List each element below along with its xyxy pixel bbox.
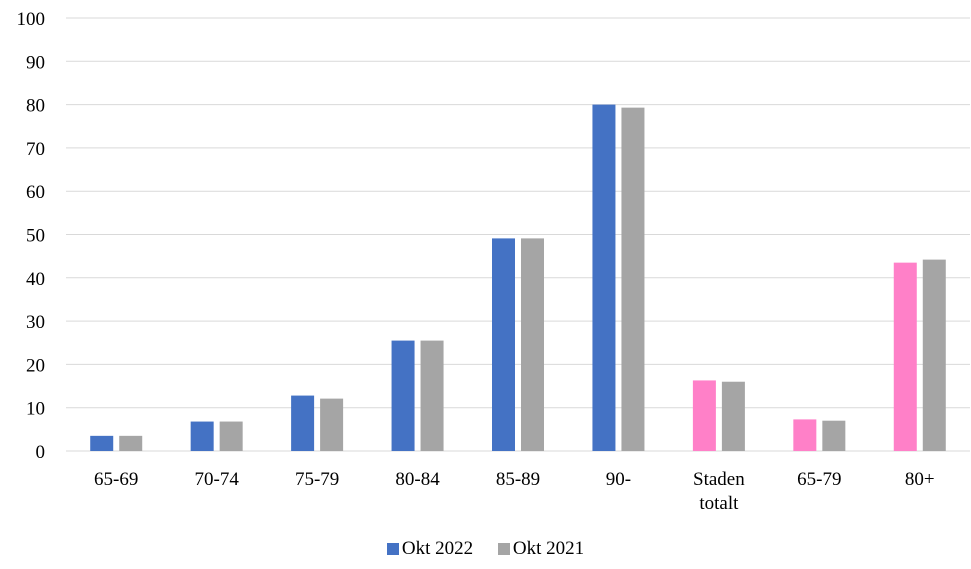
- bars: [90, 104, 946, 452]
- legend: Okt 2022 Okt 2021: [0, 538, 971, 561]
- bar-okt-2021: [219, 421, 243, 451]
- y-tick-label: 100: [17, 9, 46, 30]
- y-tick-label: 0: [36, 442, 46, 463]
- x-category-label: 80-84: [395, 469, 440, 490]
- bar-okt-2021: [621, 107, 645, 452]
- y-tick-label: 90: [26, 52, 45, 73]
- y-tick-label: 40: [26, 269, 45, 290]
- x-category-label: Staden: [693, 469, 745, 490]
- bar-okt-2021: [420, 340, 444, 451]
- x-category-label: 80+: [905, 469, 935, 490]
- legend-item-okt-2021: Okt 2021: [497, 538, 585, 560]
- y-tick-label: 50: [26, 226, 45, 247]
- legend-label-okt-2021: Okt 2021: [512, 538, 585, 559]
- legend-item-okt-2022: Okt 2022: [386, 538, 474, 560]
- x-category-label: 65-69: [94, 469, 138, 490]
- x-category-label: 90-: [606, 469, 631, 490]
- bar-okt-2021: [721, 381, 745, 451]
- bar-okt-2022: [492, 238, 515, 451]
- bar-okt-2021: [119, 435, 143, 451]
- bar-okt-2022: [291, 395, 315, 451]
- x-axis-categories: 65-69 70-74 75-79 80-84 85-89 90- Staden totalt…: [94, 469, 935, 514]
- bar-okt-2021: [922, 259, 946, 451]
- bar-okt-2022: [692, 380, 716, 451]
- x-category-label: 65-79: [797, 469, 841, 490]
- y-tick-label: 60: [26, 182, 45, 203]
- bar-okt-2022: [893, 262, 917, 451]
- bar-okt-2022: [90, 435, 114, 451]
- x-category-label: 75-79: [295, 469, 339, 490]
- bar-okt-2022: [391, 340, 415, 451]
- y-tick-label: 10: [26, 399, 45, 420]
- y-tick-label: 70: [26, 139, 45, 160]
- bar-okt-2022: [190, 421, 214, 451]
- x-category-label: totalt: [699, 493, 739, 514]
- legend-swatch-okt-2022: [386, 543, 399, 555]
- bar-okt-2021: [320, 398, 344, 451]
- legend-swatch-okt-2021: [497, 543, 510, 555]
- bar-okt-2022: [592, 104, 616, 451]
- y-tick-label: 20: [26, 355, 45, 376]
- legend-label-okt-2022: Okt 2022: [401, 538, 474, 559]
- y-tick-label: 30: [26, 312, 45, 333]
- bar-okt-2021: [822, 420, 846, 451]
- x-category-label: 85-89: [496, 469, 540, 490]
- bar-okt-2022: [793, 419, 817, 451]
- bar-okt-2021: [521, 238, 544, 451]
- y-tick-label: 80: [26, 96, 45, 117]
- gridlines: [66, 17, 970, 452]
- x-category-label: 70-74: [195, 469, 240, 490]
- y-axis-ticks: 0 10 20 30 40 50 60 70 80 90 100: [17, 9, 46, 463]
